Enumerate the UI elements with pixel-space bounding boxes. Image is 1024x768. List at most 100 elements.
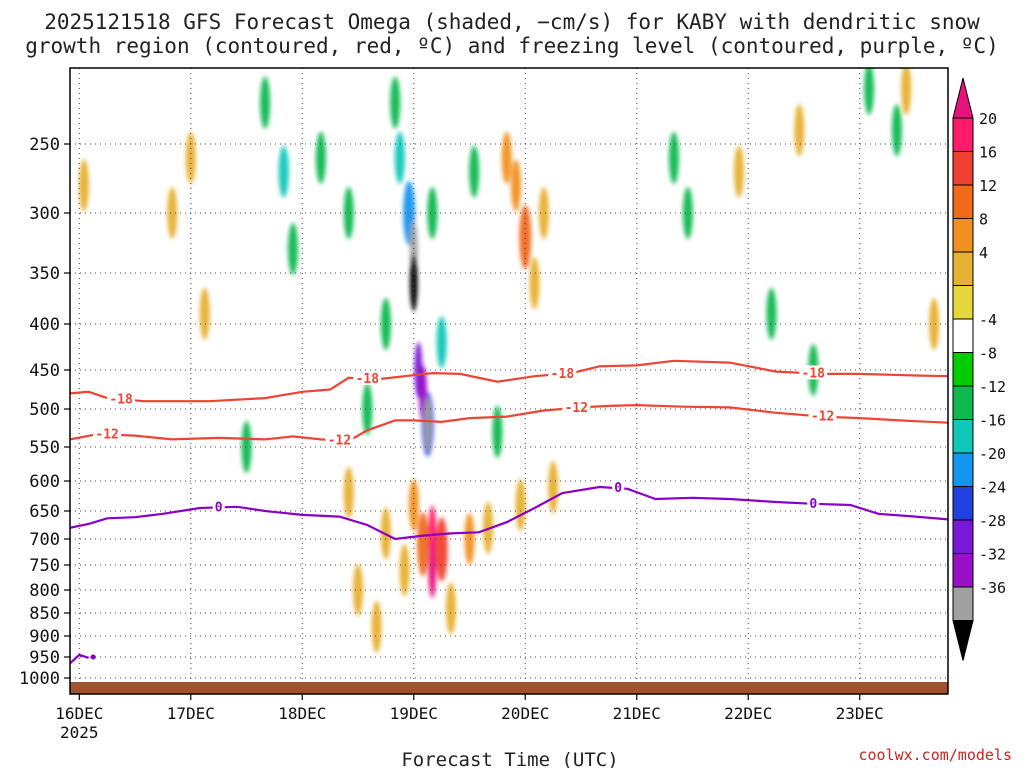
omega-cell-28 bbox=[515, 479, 526, 531]
omega-cell-35 bbox=[668, 131, 679, 184]
omega-cell-7 bbox=[733, 145, 744, 198]
x-tick-label-20DEC: 20DEC bbox=[501, 704, 549, 723]
omega-cell-4 bbox=[167, 187, 178, 239]
omega-cell-9 bbox=[929, 298, 940, 350]
colorbar-label--8: -8 bbox=[979, 345, 997, 363]
contour-label--12C: -12 bbox=[95, 427, 118, 442]
omega-cell-3 bbox=[199, 287, 210, 340]
omega-shading bbox=[78, 68, 940, 653]
colorbar-label--16: -16 bbox=[979, 412, 1006, 430]
contour-label-bg bbox=[353, 370, 382, 385]
title-line-2: growth region (contoured, red, ºC) and f… bbox=[25, 34, 999, 58]
contour--12C bbox=[70, 403, 948, 443]
omega-cell-23 bbox=[766, 287, 777, 340]
colorbar-label--32: -32 bbox=[979, 546, 1006, 564]
omega-cell-6 bbox=[371, 600, 382, 653]
x-tick-label-22DEC: 22DEC bbox=[724, 704, 772, 723]
colorbar-label--24: -24 bbox=[979, 479, 1006, 497]
colorbar-label-20: 20 bbox=[979, 110, 997, 128]
contour-label--12C: -12 bbox=[811, 410, 834, 425]
y-tick-label-450: 450 bbox=[29, 361, 60, 381]
colorbar-bin-15 bbox=[952, 586, 974, 621]
colorbar-bin-14 bbox=[952, 553, 974, 588]
omega-cell-1 bbox=[78, 159, 89, 212]
omega-cell-44 bbox=[519, 205, 532, 269]
omega-cell-22 bbox=[864, 68, 875, 115]
x-tick-label-23DEC: 23DEC bbox=[836, 704, 884, 723]
y-axis: 250 300 350 400 450 500 550 600 650 700 750 800 850 9… bbox=[19, 135, 70, 689]
omega-blobs bbox=[78, 68, 940, 653]
omega-cell-17 bbox=[315, 131, 326, 184]
omega-cell-12 bbox=[241, 421, 252, 473]
omega-cell-34 bbox=[287, 223, 298, 275]
contour-label-0C: 0 bbox=[809, 497, 817, 512]
y-tick-label-350: 350 bbox=[29, 264, 60, 284]
contour-label--12C: -12 bbox=[565, 401, 588, 416]
colorbar-arrow-top bbox=[952, 77, 974, 119]
x-axis-title: Forecast Time (UTC) bbox=[401, 749, 618, 768]
x-tick-label-17DEC: 17DEC bbox=[167, 704, 215, 723]
x-axis: 16DEC 17DEC 18DEC 19DEC 20DEC 21DEC 22DEC 23DEC… bbox=[55, 694, 884, 742]
y-tick-label-250: 250 bbox=[29, 135, 60, 155]
y-tick-label-600: 600 bbox=[29, 472, 60, 492]
colorbar-bin-9 bbox=[952, 385, 974, 420]
omega-cell-10 bbox=[901, 68, 912, 115]
colorbar-bin-4 bbox=[952, 218, 974, 253]
colorbar-bin-3 bbox=[952, 184, 974, 219]
contour-label--18C: -18 bbox=[109, 392, 133, 407]
x-tick-label-19DEC: 19DEC bbox=[390, 704, 438, 723]
colorbar-arrow-bottom bbox=[952, 620, 974, 661]
contour-label-0C: 0 bbox=[614, 481, 622, 496]
omega-cell-0 bbox=[538, 187, 549, 239]
omega-cell-14 bbox=[492, 405, 503, 458]
colorbar-label-4: 4 bbox=[979, 244, 988, 262]
contour-label-bg bbox=[107, 391, 136, 406]
omega-cell-46 bbox=[435, 517, 448, 582]
contour-label-bg bbox=[799, 365, 828, 380]
omega-cell-38 bbox=[501, 131, 512, 184]
y-tick-label-1000: 1000 bbox=[19, 669, 60, 689]
omega-cell-41 bbox=[394, 131, 405, 184]
freezing-dot bbox=[90, 654, 96, 660]
y-tick-label-900: 900 bbox=[29, 627, 60, 647]
omega-cell-36 bbox=[408, 479, 419, 531]
contour-label-0C: 0 bbox=[215, 500, 223, 515]
omega-cell-18 bbox=[260, 76, 271, 129]
credit-text: coolwx.com/models bbox=[858, 746, 1012, 764]
colorbar-bin-8 bbox=[952, 352, 974, 387]
omega-cell-29 bbox=[529, 257, 540, 310]
y-tick-label-650: 650 bbox=[29, 502, 60, 522]
x-tick-label-18DEC: 18DEC bbox=[278, 704, 326, 723]
contour-0C-surface bbox=[70, 653, 89, 665]
colorbar-bin-10 bbox=[952, 419, 974, 454]
contour-label-bg bbox=[548, 365, 577, 380]
y-tick-label-500: 500 bbox=[29, 400, 60, 420]
omega-cell-8 bbox=[794, 104, 805, 157]
x-year-label: 2025 bbox=[60, 723, 99, 742]
colorbar-label--20: -20 bbox=[979, 445, 1006, 463]
colorbar-label-16: 16 bbox=[979, 144, 997, 162]
omega-cell-32 bbox=[362, 383, 373, 435]
omega-cell-13 bbox=[469, 145, 480, 198]
contour-label--18C: -18 bbox=[356, 372, 380, 387]
x-tick-label-21DEC: 21DEC bbox=[613, 704, 661, 723]
omega-cell-39 bbox=[436, 316, 447, 369]
colorbar-label-12: 12 bbox=[979, 177, 997, 195]
colorbar-legend: 20 16 12 8 4 -4 -8 -12 -16 -20 -24 -28 -32 -36 bbox=[952, 77, 1006, 661]
contour-label--18C: -18 bbox=[802, 366, 826, 381]
y-tick-label-800: 800 bbox=[29, 581, 60, 601]
plot-frame bbox=[69, 67, 949, 695]
colorbar-bin-5 bbox=[952, 251, 974, 286]
contour-label-bg bbox=[325, 432, 354, 447]
contour-label-bg bbox=[562, 399, 591, 414]
contour-label-bg bbox=[93, 426, 122, 441]
x-tick-label-16DEC: 16DEC bbox=[55, 704, 103, 723]
colorbar-bin-2 bbox=[952, 151, 974, 186]
omega-cell-42 bbox=[278, 145, 289, 198]
title-line-1: 2025121518 GFS Forecast Omega (shaded, −… bbox=[44, 10, 980, 34]
omega-cell-26 bbox=[445, 582, 456, 635]
contour-0C bbox=[70, 485, 948, 541]
y-tick-label-400: 400 bbox=[29, 315, 60, 335]
colorbar-label-8: 8 bbox=[979, 211, 988, 229]
